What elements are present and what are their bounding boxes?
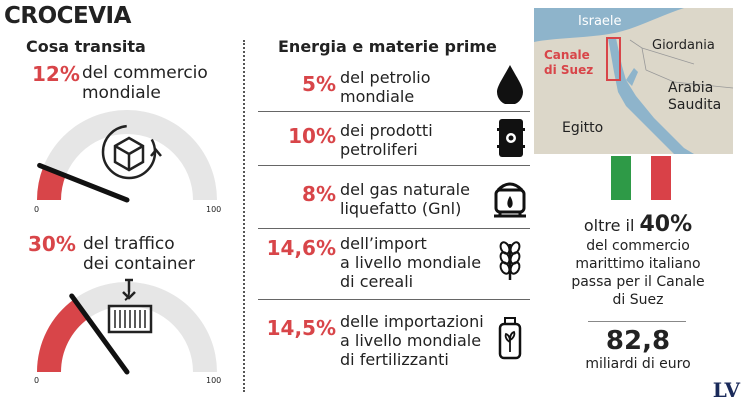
title-text: CROCEVIA	[4, 3, 131, 29]
publisher-logo: LV	[712, 378, 740, 402]
gas-tank-icon	[494, 182, 526, 218]
commerce-gauge-needle	[37, 162, 130, 203]
column-divider	[243, 40, 245, 392]
container-gauge-min: 0	[34, 376, 40, 385]
row-separator	[258, 299, 530, 300]
suez-map	[534, 8, 733, 154]
row-text-line: dei prodotti	[340, 121, 433, 140]
row-text: del gas naturale liquefatto (Gnl)	[340, 180, 470, 218]
row-pct: 8%	[302, 182, 336, 206]
commerce-label-line1: del commercio	[82, 63, 208, 83]
left-heading: Cosa transita	[26, 37, 146, 56]
italy-stat-line: del commercio	[586, 238, 690, 254]
row-pct: 14,5%	[266, 316, 336, 340]
container-gauge-fill	[37, 299, 89, 372]
row-separator	[258, 165, 530, 166]
box-cycle-icon	[101, 124, 162, 180]
map-label-canale-line: Canale	[544, 48, 590, 62]
commerce-label: del commercio mondiale	[82, 63, 208, 103]
flag-red	[651, 156, 671, 200]
container-stat: 30%	[28, 232, 76, 256]
row-text-line: di fertilizzanti	[340, 350, 449, 369]
row-text: dei prodotti petroliferi	[340, 121, 433, 159]
italy-value-number: 82,8	[605, 326, 671, 356]
container-gauge-max: 100	[206, 376, 222, 385]
italy-stat-headline: oltre il 40%	[540, 212, 736, 237]
row-text-line: delle importazioni	[340, 312, 484, 331]
italy-stat-prefix: oltre il	[583, 216, 635, 235]
italy-stat-line: passa per il Canale	[571, 274, 705, 290]
row-text-line: petroliferi	[340, 140, 418, 159]
row-text-line: liquefatto (Gnl)	[340, 199, 462, 218]
fertilizer-bag-icon	[498, 317, 522, 360]
map-label-arabia-line: Arabia	[668, 80, 714, 96]
oil-drop-icon	[497, 65, 523, 104]
row-text: dell’import a livello mondiale di cereal…	[340, 234, 481, 291]
row-text: delle importazioni a livello mondiale di…	[340, 312, 484, 369]
italy-value: 82,8 miliardi di euro	[540, 326, 736, 372]
page-title: CROCEVIA	[4, 3, 131, 29]
map-label-canale: Canale di Suez	[544, 48, 593, 78]
italy-stat-desc: del commercio marittimo italiano passa p…	[540, 237, 736, 309]
row-text-line: di cereali	[340, 272, 414, 291]
wheat-icon	[499, 241, 521, 280]
commerce-pct: 12%	[32, 62, 80, 86]
canal-highlight	[606, 37, 621, 81]
flag-green	[611, 156, 631, 200]
map-label-arabia: Arabia Saudita	[668, 80, 721, 114]
container-label: del traffico dei container	[83, 234, 195, 274]
crane-container-icon	[107, 278, 153, 334]
row-text-line: mondiale	[340, 87, 415, 106]
flag-white	[631, 156, 651, 200]
container-gauge	[37, 278, 217, 375]
italy-stat-line: di Suez	[612, 292, 664, 308]
italy-stat: oltre il 40% del commercio marittimo ita…	[540, 212, 736, 309]
commerce-label-line2: mondiale	[82, 83, 161, 103]
italy-stat-pct: 40%	[639, 212, 693, 237]
container-gauge-track	[37, 282, 217, 372]
map-label-israele: Israele	[578, 14, 622, 29]
row-text-line: a livello mondiale	[340, 331, 482, 350]
row-separator	[258, 228, 530, 229]
commerce-gauge-min: 0	[34, 205, 40, 214]
row-pct: 10%	[288, 124, 336, 148]
italy-stat-separator	[588, 321, 686, 322]
row-text-line: del petrolio	[340, 68, 431, 87]
row-text: del petrolio mondiale	[340, 68, 431, 106]
map-label-canale-line: di Suez	[544, 63, 594, 77]
middle-heading: Energia e materie prime	[278, 37, 497, 56]
italy-value-unit: miliardi di euro	[585, 356, 691, 372]
container-gauge-needle	[69, 293, 130, 375]
row-separator	[258, 111, 530, 112]
map-label-giordania: Giordania	[652, 38, 715, 53]
container-label-line1: del traffico	[83, 234, 175, 254]
oil-barrel-icon	[497, 119, 525, 157]
map-label-egitto: Egitto	[562, 120, 604, 136]
commerce-gauge-track	[37, 110, 217, 200]
row-pct: 5%	[302, 72, 336, 96]
commerce-gauge	[37, 110, 217, 203]
row-text-line: del gas naturale	[340, 180, 470, 199]
row-text-line: a livello mondiale	[340, 253, 482, 272]
commerce-gauge-max: 100	[206, 205, 222, 214]
container-pct: 30%	[28, 232, 76, 256]
row-text-line: dell’import	[340, 234, 427, 253]
map-label-arabia-line: Saudita	[668, 97, 722, 113]
italian-flag	[611, 156, 671, 200]
container-label-line2: dei container	[83, 254, 195, 274]
row-pct: 14,6%	[266, 236, 336, 260]
italy-stat-line: marittimo italiano	[575, 256, 701, 272]
commerce-stat: 12%	[32, 62, 80, 86]
